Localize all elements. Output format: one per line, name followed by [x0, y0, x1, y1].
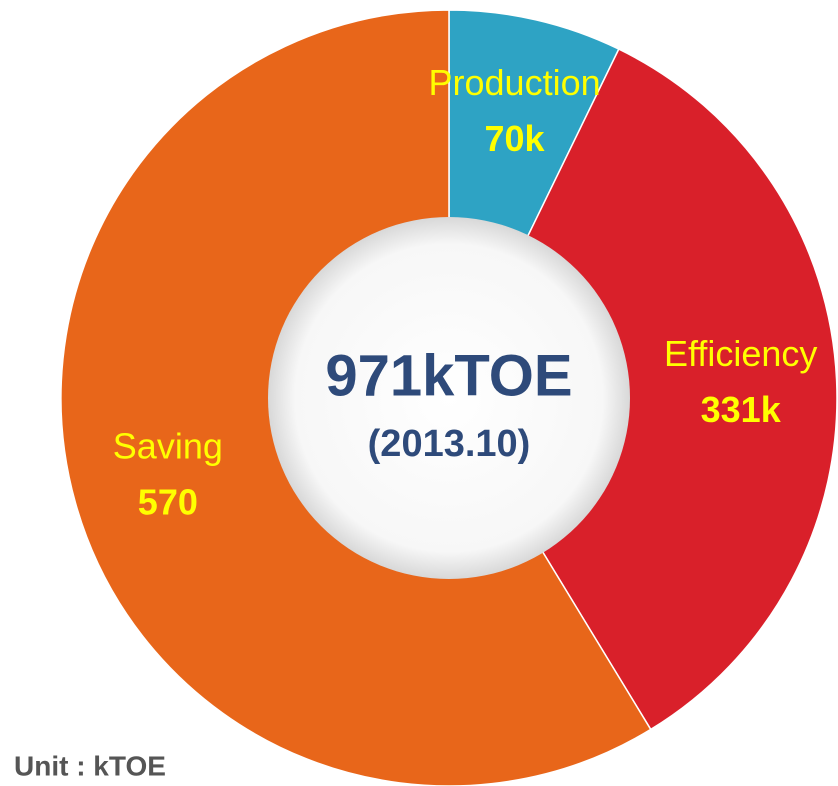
labels: Production 70k Efficiency 331k Saving 570: [113, 62, 818, 522]
slice-label: Production: [429, 62, 601, 103]
center-subtitle: (2013.10): [368, 423, 531, 465]
slice-label: Efficiency: [664, 333, 817, 374]
center-title: 971kTOE: [325, 343, 572, 408]
donut-hole: [268, 217, 630, 579]
value-label: 331k: [701, 389, 782, 430]
value-label: 70k: [485, 118, 546, 159]
slice-label: Saving: [113, 425, 223, 466]
unit-label: Unit : kTOE: [14, 750, 166, 781]
slice: [448, 48, 838, 731]
value-label: 570: [138, 481, 198, 522]
